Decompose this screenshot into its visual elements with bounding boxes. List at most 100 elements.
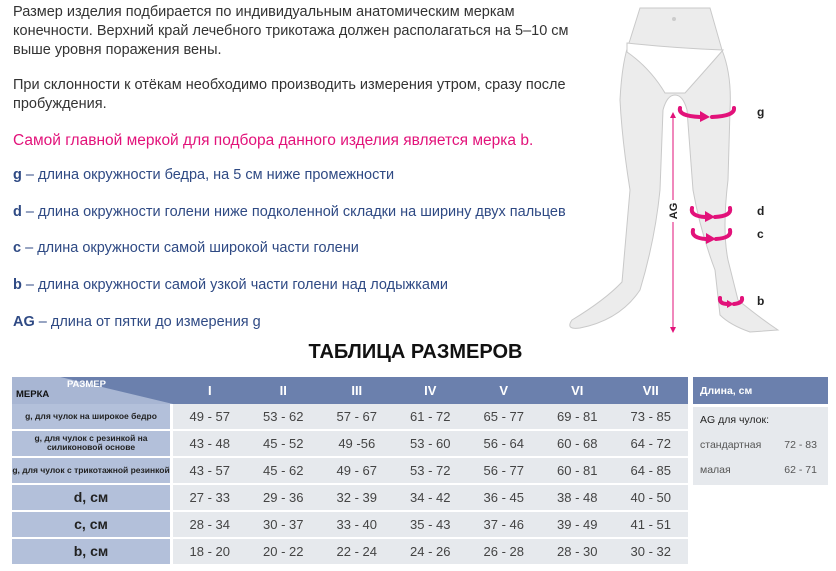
table-cell: 20 - 22 — [246, 539, 320, 564]
size-header: VII — [614, 377, 688, 404]
leg-measurement-diagram: AG g d c b — [569, 7, 780, 333]
table-cell: 73 - 85 — [614, 404, 688, 429]
def-key: g — [13, 167, 22, 183]
length-value: 72 - 83 — [784, 439, 817, 451]
table-cell: 32 - 39 — [320, 485, 394, 510]
label-ag: AG — [668, 203, 680, 220]
size-table: РАЗМЕР МЕРКА I II III IV V VI VII g, для чулок н… — [12, 377, 688, 564]
table-cell: 60 - 68 — [540, 431, 614, 456]
size-header: I — [173, 377, 247, 404]
table-cell: 22 - 24 — [320, 539, 394, 564]
definition-d: d – длина окружности голени ниже подколе… — [13, 204, 566, 220]
label-g: g — [757, 105, 764, 119]
definition-g: g – длина окружности бедра, на 5 см ниже… — [13, 167, 394, 183]
main-measure-note: Самой главной меркой для подбора данного… — [13, 132, 534, 149]
table-cell: 34 - 42 — [393, 485, 467, 510]
table-title: ТАБЛИЦА РАЗМЕРОВ — [308, 341, 523, 363]
table-cell: 45 - 62 — [246, 458, 320, 483]
label-b: b — [757, 294, 764, 308]
table-cell: 41 - 51 — [614, 512, 688, 537]
arrow-d — [689, 206, 733, 219]
size-header: VI — [540, 377, 614, 404]
corner-size-label: РАЗМЕР — [67, 379, 106, 390]
table-cell: 28 - 30 — [540, 539, 614, 564]
legs-illustration — [569, 7, 780, 333]
length-box: AG для чулок: стандартная 72 - 83 малая 62… — [693, 407, 828, 485]
def-text: – длина от пятки до измерения g — [34, 314, 261, 330]
arrow-b — [717, 296, 745, 306]
table-cell: 45 - 52 — [246, 431, 320, 456]
underwear-illustration — [626, 42, 725, 94]
row-label: c, см — [12, 512, 170, 537]
length-panel: Длина, см AG для чулок: стандартная 72 - … — [693, 377, 828, 485]
length-value: 62 - 71 — [784, 464, 817, 476]
length-header: Длина, см — [693, 377, 828, 404]
def-text: – длина окружности бедра, на 5 см ниже п… — [21, 167, 395, 183]
table-cell: 24 - 26 — [393, 539, 467, 564]
table-cell: 39 - 49 — [540, 512, 614, 537]
length-subtitle: AG для чулок: — [700, 414, 770, 426]
arrow-g — [677, 106, 736, 119]
table-cell: 65 - 77 — [467, 404, 541, 429]
table-cell: 61 - 72 — [393, 404, 467, 429]
size-header: III — [320, 377, 394, 404]
table-cell: 49 - 67 — [320, 458, 394, 483]
table-cell: 30 - 37 — [246, 512, 320, 537]
table-cell: 53 - 60 — [393, 431, 467, 456]
table-cell: 64 - 72 — [614, 431, 688, 456]
def-key: c — [13, 240, 22, 256]
table-cell: 60 - 81 — [540, 458, 614, 483]
table-cell: 64 - 85 — [614, 458, 688, 483]
corner-measure-label: МЕРКА — [16, 389, 50, 400]
table-cell: 27 - 33 — [173, 485, 247, 510]
table-corner-header: РАЗМЕР МЕРКА — [12, 377, 173, 404]
intro-paragraph-2: При склонности к отёкам необходимо произ… — [13, 77, 566, 112]
measure-arrows — [677, 106, 745, 306]
def-text: – длина окружности самой узкой части гол… — [21, 277, 449, 293]
size-header: IV — [393, 377, 467, 404]
table-cell: 26 - 28 — [467, 539, 541, 564]
table-cell: 37 - 46 — [467, 512, 541, 537]
table-cell: 35 - 43 — [393, 512, 467, 537]
size-header: II — [246, 377, 320, 404]
label-c: c — [757, 227, 764, 241]
length-row: стандартная 72 - 83 — [700, 439, 821, 451]
table-cell: 36 - 45 — [467, 485, 541, 510]
table-cell: 43 - 57 — [173, 458, 247, 483]
definition-b: b – длина окружности самой узкой части г… — [13, 277, 448, 293]
row-label: g, для чулок с трикотажной резинкой — [12, 458, 170, 483]
length-name: малая — [700, 464, 731, 476]
table-cell: 53 - 72 — [393, 458, 467, 483]
row-label: b, см — [12, 539, 170, 564]
table-cell: 56 - 64 — [467, 431, 541, 456]
def-key: d — [13, 204, 22, 220]
row-label: g, для чулок с резинкой на силиконовой о… — [12, 431, 170, 456]
table-cell: 57 - 67 — [320, 404, 394, 429]
definition-c: c – длина окружности самой широкой части… — [13, 240, 359, 256]
table-cell: 53 - 62 — [246, 404, 320, 429]
def-key: AG — [13, 314, 35, 330]
table-cell: 40 - 50 — [614, 485, 688, 510]
table-cell: 33 - 40 — [320, 512, 394, 537]
def-text: – длина окружности самой широкой части г… — [21, 240, 359, 256]
def-key: b — [13, 277, 22, 293]
arrow-c — [690, 228, 733, 241]
label-d: d — [757, 204, 764, 218]
table-cell: 30 - 32 — [614, 539, 688, 564]
table-cell: 69 - 81 — [540, 404, 614, 429]
length-name: стандартная — [700, 439, 762, 451]
row-label: d, см — [12, 485, 170, 510]
length-row: малая 62 - 71 — [700, 464, 821, 476]
navel — [672, 17, 676, 21]
table-cell: 38 - 48 — [540, 485, 614, 510]
definition-ag: AG – длина от пятки до измерения g — [13, 314, 261, 330]
table-cell: 28 - 34 — [173, 512, 247, 537]
row-label: g, для чулок на широкое бедро — [12, 404, 170, 429]
intro-paragraph-1: Размер изделия подбирается по индивидуал… — [13, 4, 569, 58]
table-cell: 56 - 77 — [467, 458, 541, 483]
table-cell: 18 - 20 — [173, 539, 247, 564]
def-text: – длина окружности голени ниже подколенн… — [21, 204, 566, 220]
table-cell: 43 - 48 — [173, 431, 247, 456]
table-cell: 29 - 36 — [246, 485, 320, 510]
table-cell: 49 - 57 — [173, 404, 247, 429]
